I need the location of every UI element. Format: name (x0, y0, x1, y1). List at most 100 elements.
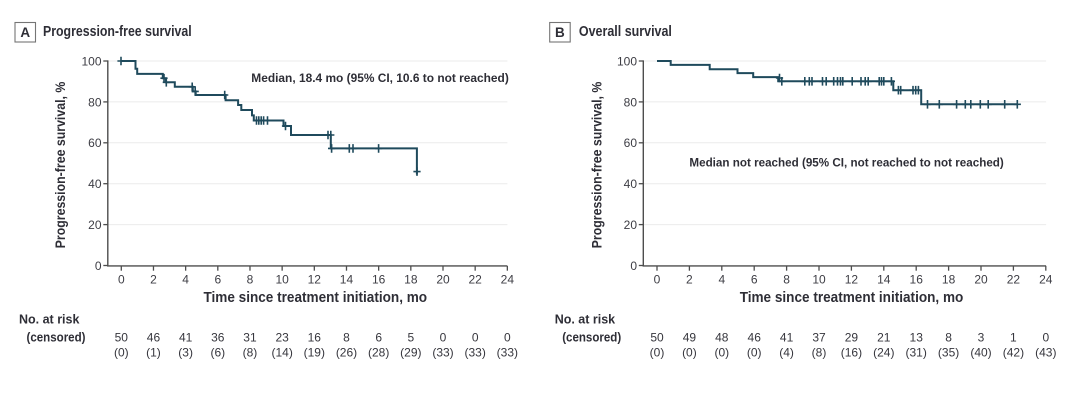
svg-text:(0): (0) (650, 346, 665, 360)
svg-text:4: 4 (718, 272, 725, 286)
svg-text:(31): (31) (906, 346, 927, 360)
svg-text:B: B (555, 25, 565, 40)
svg-text:46: 46 (748, 331, 762, 345)
svg-text:20: 20 (974, 272, 988, 286)
svg-text:0: 0 (1042, 331, 1049, 345)
svg-text:24: 24 (1039, 272, 1053, 286)
svg-text:(6): (6) (210, 346, 225, 360)
svg-text:Time since treatment initiatio: Time since treatment initiation, mo (203, 290, 427, 306)
svg-text:36: 36 (211, 331, 225, 345)
svg-text:3: 3 (978, 331, 985, 345)
svg-text:Progression-free survival, %: Progression-free survival, % (52, 81, 68, 248)
svg-text:(8): (8) (243, 346, 258, 360)
svg-text:2: 2 (150, 272, 157, 286)
svg-text:5: 5 (407, 331, 414, 345)
svg-text:Progression-free survival: Progression-free survival (43, 24, 192, 40)
svg-text:8: 8 (945, 331, 952, 345)
svg-text:No. at risk: No. at risk (555, 312, 615, 326)
svg-text:13: 13 (910, 331, 924, 345)
svg-text:4: 4 (182, 272, 189, 286)
svg-text:18: 18 (404, 272, 418, 286)
svg-text:12: 12 (308, 272, 322, 286)
svg-text:48: 48 (715, 331, 729, 345)
svg-text:(26): (26) (336, 346, 357, 360)
svg-text:6: 6 (214, 272, 221, 286)
svg-text:2: 2 (686, 272, 693, 286)
svg-text:60: 60 (88, 136, 102, 150)
svg-text:(43): (43) (1035, 346, 1056, 360)
svg-text:(16): (16) (841, 346, 862, 360)
svg-text:(33): (33) (497, 346, 518, 360)
svg-text:49: 49 (683, 331, 697, 345)
svg-text:18: 18 (942, 272, 956, 286)
svg-text:No. at risk: No. at risk (19, 312, 79, 326)
svg-text:Median, 18.4 mo (95% CI, 10.6: Median, 18.4 mo (95% CI, 10.6 to not rea… (251, 71, 509, 85)
svg-text:(0): (0) (714, 346, 729, 360)
svg-text:(29): (29) (400, 346, 421, 360)
svg-text:(35): (35) (938, 346, 959, 360)
svg-text:40: 40 (88, 177, 102, 191)
svg-text:16: 16 (372, 272, 386, 286)
svg-text:60: 60 (624, 136, 638, 150)
svg-text:31: 31 (243, 331, 257, 345)
svg-text:10: 10 (275, 272, 289, 286)
svg-text:21: 21 (877, 331, 891, 345)
svg-text:(19): (19) (304, 346, 325, 360)
svg-text:24: 24 (501, 272, 515, 286)
svg-text:6: 6 (375, 331, 382, 345)
svg-text:100: 100 (617, 54, 637, 68)
svg-text:41: 41 (780, 331, 794, 345)
svg-text:40: 40 (624, 177, 638, 191)
svg-text:1: 1 (1010, 331, 1017, 345)
svg-text:20: 20 (624, 218, 638, 232)
svg-text:23: 23 (275, 331, 289, 345)
svg-text:29: 29 (845, 331, 859, 345)
svg-text:(33): (33) (432, 346, 453, 360)
svg-text:0: 0 (95, 259, 102, 273)
svg-text:(3): (3) (178, 346, 193, 360)
svg-text:50: 50 (115, 331, 129, 345)
svg-text:Overall survival: Overall survival (579, 24, 672, 40)
svg-text:(censored): (censored) (562, 331, 621, 345)
svg-text:(8): (8) (812, 346, 827, 360)
svg-text:(4): (4) (779, 346, 794, 360)
svg-text:22: 22 (468, 272, 482, 286)
svg-text:41: 41 (179, 331, 193, 345)
svg-text:0: 0 (630, 259, 637, 273)
svg-text:50: 50 (650, 331, 664, 345)
svg-text:80: 80 (88, 95, 102, 109)
svg-text:0: 0 (654, 272, 661, 286)
svg-text:0: 0 (118, 272, 125, 286)
svg-text:80: 80 (624, 95, 638, 109)
svg-text:0: 0 (504, 331, 511, 345)
svg-text:Progression-free survival, %: Progression-free survival, % (589, 81, 605, 248)
svg-text:(28): (28) (368, 346, 389, 360)
svg-text:16: 16 (910, 272, 924, 286)
svg-text:(censored): (censored) (27, 331, 86, 345)
svg-text:(14): (14) (271, 346, 292, 360)
svg-text:(1): (1) (146, 346, 161, 360)
svg-text:37: 37 (812, 331, 826, 345)
svg-text:46: 46 (147, 331, 161, 345)
svg-text:(0): (0) (682, 346, 697, 360)
svg-text:(0): (0) (747, 346, 762, 360)
svg-text:0: 0 (472, 331, 479, 345)
svg-text:(24): (24) (873, 346, 894, 360)
svg-text:(40): (40) (970, 346, 991, 360)
svg-text:Time since treatment initiatio: Time since treatment initiation, mo (740, 290, 964, 306)
svg-text:(0): (0) (114, 346, 129, 360)
svg-text:(42): (42) (1003, 346, 1024, 360)
svg-text:A: A (20, 25, 30, 40)
svg-text:8: 8 (783, 272, 790, 286)
svg-text:100: 100 (81, 54, 101, 68)
svg-text:14: 14 (877, 272, 891, 286)
svg-text:12: 12 (845, 272, 859, 286)
svg-text:20: 20 (436, 272, 450, 286)
svg-text:14: 14 (340, 272, 354, 286)
svg-text:10: 10 (812, 272, 826, 286)
svg-text:8: 8 (343, 331, 350, 345)
svg-text:16: 16 (308, 331, 322, 345)
svg-text:20: 20 (88, 218, 102, 232)
svg-text:0: 0 (440, 331, 447, 345)
svg-text:22: 22 (1007, 272, 1021, 286)
